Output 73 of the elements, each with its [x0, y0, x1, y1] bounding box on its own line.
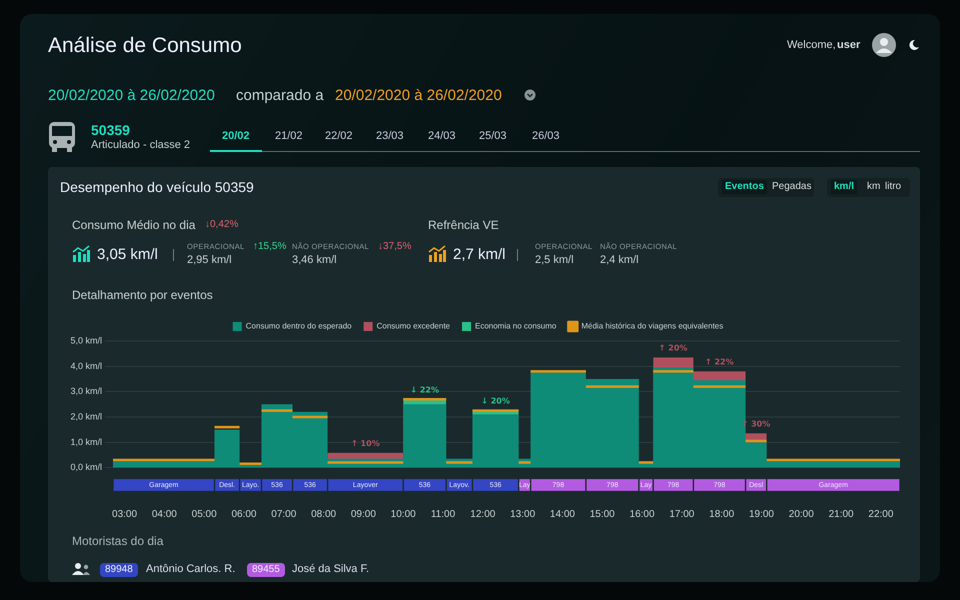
annotation: 89948: [100, 563, 138, 577]
text: 2,4 km/l: [600, 254, 639, 266]
text: 26/03: [532, 130, 560, 142]
text: Articulado - classe 2: [91, 139, 190, 151]
y-tick-label: 0,0 km/l: [70, 462, 102, 472]
text: Refrência VE: [428, 218, 499, 232]
text: ↓37,5%: [378, 241, 412, 252]
x-tick-label: 14:00: [550, 508, 576, 520]
x-tick-label: 21:00: [828, 508, 854, 520]
x-tick-label: 08:00: [311, 508, 337, 520]
text: 20/02: [222, 130, 250, 142]
text: Análise de Consumo: [48, 34, 242, 57]
text: 23/03: [376, 130, 404, 142]
annotation: José da Silva F.: [292, 563, 370, 575]
x-tick-label: 07:00: [271, 508, 297, 520]
annotation: Antônio Carlos. R.: [146, 563, 236, 575]
text: 20/02/2020 à 26/02/2020: [48, 87, 215, 104]
legend-label: Consumo dentro do esperado: [246, 322, 352, 331]
text: 3,05 km/l: [97, 246, 158, 263]
x-tick-label: 09:00: [350, 508, 376, 520]
text: Pegadas: [772, 181, 812, 192]
text: Desempenho do veículo 50359: [60, 179, 254, 195]
text: 24/03: [428, 130, 456, 142]
legend-label: Média histórica do viagens equivalentes: [581, 322, 724, 331]
x-tick-label: 19:00: [748, 508, 774, 520]
text: 25/03: [479, 130, 507, 142]
x-tick-label: 17:00: [669, 508, 695, 520]
text: user: [837, 39, 860, 51]
text: Eventos: [722, 180, 767, 194]
x-tick-label: 15:00: [590, 508, 616, 520]
text: 2,95 km/l: [187, 254, 232, 266]
text: 50359: [91, 122, 130, 138]
y-tick-label: 5,0 km/l: [70, 335, 102, 346]
text: litro: [885, 181, 902, 192]
text: ↓0,42%: [205, 219, 238, 230]
y-tick-label: 3,0 km/l: [70, 386, 102, 396]
text: 2,7 km/l: [453, 246, 506, 263]
annotation: ↑ 20%: [658, 344, 688, 353]
text: 20/02/2020 à 26/02/2020: [335, 87, 502, 104]
legend-label: Economia no consumo: [474, 322, 557, 331]
text: Welcome,: [787, 39, 836, 51]
text: 2,5 km/l: [535, 254, 574, 266]
text: 21/02: [275, 130, 303, 142]
text: comparado a: [236, 87, 324, 104]
chart-title: Detalhamento por eventos: [72, 288, 213, 302]
x-tick-label: 16:00: [630, 508, 655, 520]
x-tick-label: 11:00: [430, 508, 456, 520]
annotation: ↓ 20%: [481, 396, 510, 406]
x-tick-label: 22:00: [868, 508, 894, 520]
text: Consumo Médio no dia: [72, 218, 196, 232]
y-tick-label: 1,0 km/l: [70, 436, 102, 447]
x-tick-label: 03:00: [112, 508, 138, 520]
y-tick-label: 2,0 km/l: [70, 411, 102, 422]
x-tick-label: 10:00: [390, 508, 416, 520]
x-tick-label: 05:00: [192, 508, 218, 520]
text: km/l: [831, 180, 858, 194]
text: 3,46 km/l: [292, 254, 337, 266]
x-tick-label: 06:00: [231, 508, 257, 520]
y-tick-label: 4,0 km/l: [70, 360, 102, 371]
x-tick-label: 13:00: [510, 508, 536, 520]
annotation: Motoristas do dia: [72, 534, 164, 548]
annotation: ↑ 10%: [351, 438, 380, 448]
x-tick-label: 20:00: [788, 508, 814, 520]
x-tick-label: 04:00: [152, 508, 178, 520]
x-tick-label: 12:00: [470, 508, 496, 520]
text: ↑15,5%: [253, 241, 286, 252]
legend-label: Consumo excedente: [376, 322, 451, 331]
text: 22/02: [325, 130, 353, 142]
annotation: ↓ 22%: [410, 385, 440, 394]
text: km: [867, 181, 880, 192]
x-tick-label: 18:00: [709, 508, 735, 520]
annotation: 89455: [247, 563, 285, 577]
annotation: ↑ 22%: [704, 357, 734, 366]
